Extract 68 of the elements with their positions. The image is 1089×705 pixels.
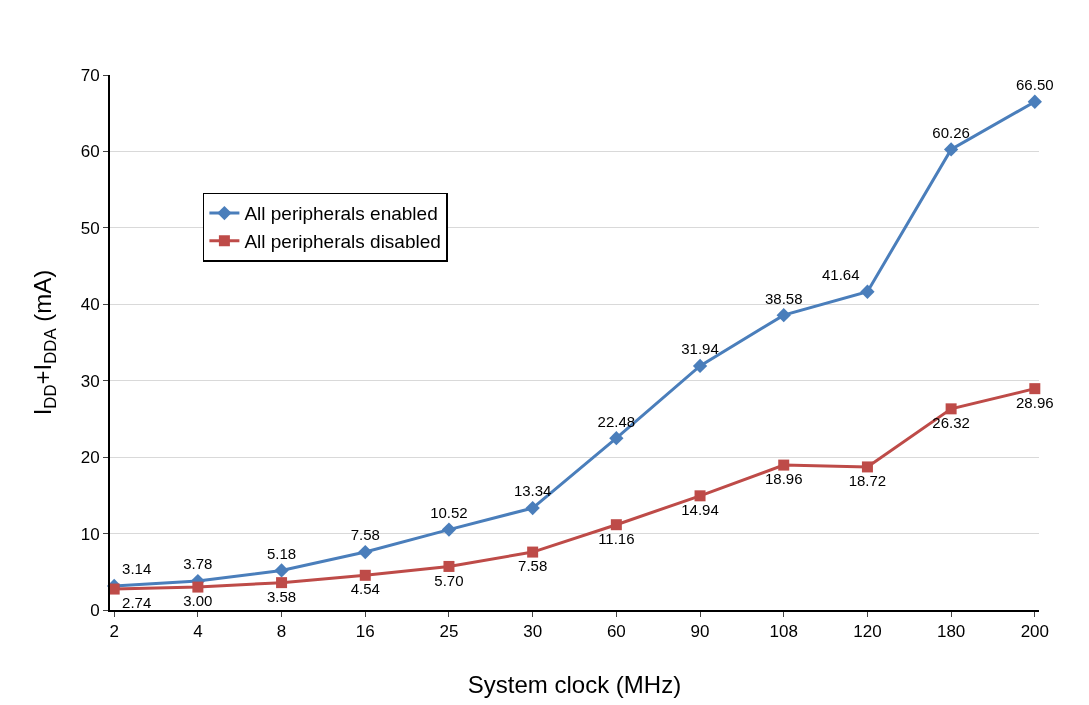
- point: [1027, 94, 1042, 109]
- data-label: 11.16: [598, 529, 635, 547]
- x-axis-title: System clock (MHz): [467, 671, 682, 698]
- point: [610, 519, 622, 531]
- point: [943, 142, 959, 157]
- data-label: 31.94: [681, 340, 719, 358]
- x-tick-label: 16: [355, 622, 375, 642]
- x-tick-label: 2: [109, 622, 119, 642]
- data-label: 14.94: [681, 500, 719, 518]
- data-label: 3.58: [266, 587, 297, 605]
- point: [945, 403, 957, 415]
- x-tick-label: 200: [1020, 622, 1050, 642]
- legend-label: All peripherals disabled: [244, 231, 441, 253]
- y-tick-label: 70: [80, 65, 100, 85]
- y-tick-label: 30: [80, 371, 100, 391]
- point: [274, 563, 289, 578]
- point: [443, 560, 455, 572]
- data-label: 66.50: [1016, 76, 1054, 94]
- data-label: 7.58: [350, 526, 380, 544]
- y-tick-label: 10: [80, 524, 100, 544]
- data-label: 26.32: [932, 413, 970, 431]
- legend-label: All peripherals enabled: [244, 203, 438, 225]
- x-tick-label: 8: [276, 622, 287, 642]
- data-label: 10.52: [430, 503, 468, 521]
- point: [778, 459, 790, 471]
- x-tick-label: 90: [690, 622, 710, 642]
- point: [527, 546, 539, 558]
- point: [192, 581, 204, 593]
- x-tick-label: 25: [439, 622, 459, 642]
- data-label: 3.00: [183, 592, 213, 610]
- x-tick-label: 108: [769, 622, 798, 642]
- data-label: 22.48: [597, 412, 636, 430]
- point: [359, 569, 371, 581]
- point: [776, 307, 791, 323]
- data-label: 38.58: [764, 289, 803, 307]
- data-label: 60.26: [932, 123, 970, 141]
- point: [692, 358, 708, 374]
- data-label: 4.54: [350, 580, 380, 598]
- x-tick-label: 60: [606, 622, 626, 642]
- point: [694, 490, 706, 502]
- data-label: 41.64: [822, 266, 860, 284]
- x-tick-label: 180: [936, 622, 966, 642]
- y-tick-label: 0: [90, 600, 100, 620]
- point: [860, 284, 875, 299]
- y-tick-label: 40: [80, 295, 100, 315]
- x-tick-label: 120: [853, 622, 882, 642]
- point: [1029, 383, 1041, 395]
- data-label: 5.18: [266, 544, 297, 562]
- data-label: 2.74: [122, 594, 152, 612]
- data-label: 3.78: [183, 555, 213, 573]
- x-tick-label: 30: [523, 622, 543, 642]
- data-label: 3.14: [122, 560, 152, 578]
- data-label: 13.34: [513, 482, 552, 500]
- point: [609, 431, 624, 446]
- point: [276, 577, 288, 589]
- data-label: 18.96: [764, 470, 803, 488]
- y-tick-label: 50: [80, 218, 100, 238]
- y-tick-label: 20: [80, 448, 100, 468]
- point: [525, 500, 540, 516]
- point: [358, 544, 373, 560]
- data-label: 7.58: [518, 557, 548, 575]
- point: [861, 461, 873, 473]
- x-tick-label: 4: [193, 622, 203, 642]
- data-label: 5.70: [434, 571, 464, 589]
- data-label: 18.72: [848, 472, 887, 490]
- data-label: 28.96: [1016, 393, 1054, 411]
- y-tick-label: 60: [80, 142, 100, 162]
- point: [441, 522, 457, 537]
